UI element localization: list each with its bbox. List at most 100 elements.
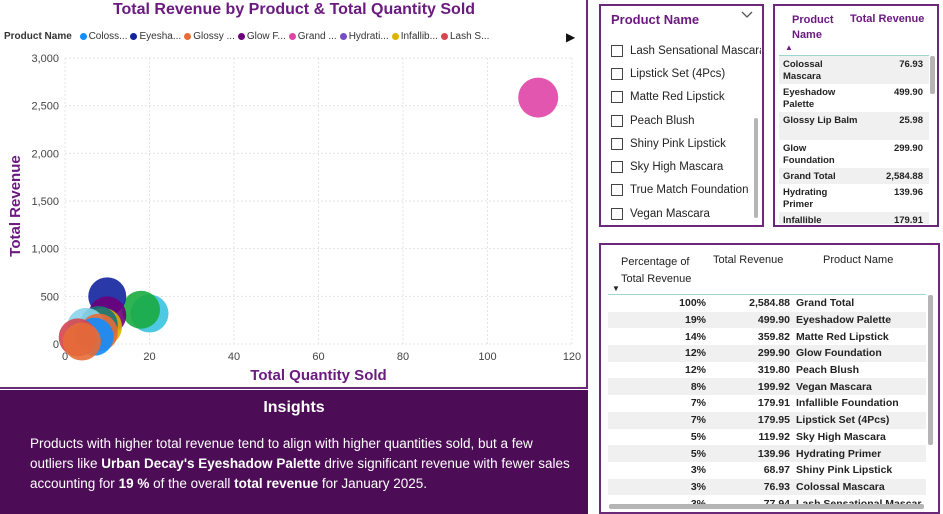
table-row[interactable]: 7% 179.95 Lipstick Set (4Pcs) (608, 411, 926, 429)
checkbox[interactable] (611, 207, 623, 220)
legend-label: Eyesha... (139, 31, 182, 42)
slicer-item[interactable]: Lipstick Set (4Pcs) (611, 62, 761, 85)
cell-total-revenue: 76.93 (763, 480, 790, 493)
legend-item[interactable]: Glossy ... (184, 31, 235, 42)
slicer-item-label: Lipstick Set (4Pcs) (630, 67, 726, 80)
table-row[interactable]: Infallible 179.91 (779, 212, 929, 224)
table-row[interactable]: Glossy Lip Balm 25.98 (779, 112, 929, 140)
slicer-scrollbar[interactable] (754, 118, 758, 218)
cell-percentage: 7% (690, 397, 706, 410)
checkbox[interactable] (611, 44, 623, 57)
table-row[interactable]: 12% 319.80 Peach Blush (608, 362, 926, 379)
legend-label: Grand ... (297, 31, 337, 42)
cell-total-revenue: 179.91 (893, 215, 923, 224)
column-header-product-name[interactable]: Product Name (823, 254, 894, 266)
cell-product-name: Infallible (783, 215, 822, 224)
cell-total-revenue: 179.95 (757, 414, 790, 427)
table-row[interactable]: 3% 68.97 Shiny Pink Lipstick (608, 462, 926, 479)
cell-percentage: 8% (690, 380, 706, 393)
legend-label: Coloss... (88, 31, 128, 42)
slicer-item[interactable]: Shiny Pink Lipstick (611, 132, 761, 155)
cell-total-revenue: 119.92 (758, 430, 790, 443)
table-row[interactable]: 12% 299.90 Glow Foundation (608, 345, 926, 362)
legend-dot-icon (339, 32, 347, 40)
checkbox[interactable] (611, 91, 623, 104)
y-tick-label: 2,000 (31, 148, 59, 160)
cell-total-revenue: 499.90 (893, 87, 923, 98)
insights-highlight: Urban Decay's Eyeshadow Palette (101, 456, 321, 471)
data-point[interactable] (62, 322, 101, 361)
table-vertical-scrollbar[interactable] (928, 295, 933, 445)
table-row[interactable]: 5% 119.92 Sky High Mascara (608, 429, 926, 446)
y-tick-label: 500 (41, 291, 59, 303)
checkbox[interactable] (611, 114, 623, 127)
table-row[interactable]: 19% 499.90 Eyeshadow Palette (608, 311, 926, 329)
slicer-item[interactable]: Vegan Mascara (611, 202, 761, 225)
cell-total-revenue: 179.91 (757, 397, 790, 410)
cell-percentage: 5% (690, 447, 706, 460)
y-tick-label: 0 (53, 339, 59, 351)
product-revenue-table: Product Name Total Revenue ▲ Colossal Ma… (773, 4, 939, 227)
table-row[interactable]: Hydrating Primer 139.96 (779, 184, 929, 212)
chevron-down-icon[interactable] (741, 9, 753, 23)
legend-title: Product Name (4, 31, 72, 42)
table-row[interactable]: 100% 2,584.88 Grand Total (608, 295, 926, 312)
table-row[interactable]: Eyeshadow Palette 499.90 (779, 84, 929, 112)
checkbox[interactable] (611, 67, 623, 80)
sort-ascending-icon[interactable]: ▲ (785, 43, 793, 52)
table-row[interactable]: 3% 76.93 Colossal Mascara (608, 478, 926, 496)
legend-item[interactable]: Hydrati... (339, 31, 389, 42)
table-header: Product Name Total Revenue ▲ (775, 6, 925, 56)
cell-product-name: Shiny Pink Lipstick (796, 464, 893, 477)
table-row[interactable]: 5% 139.96 Hydrating Primer (608, 445, 926, 462)
slicer-item[interactable]: True Match Foundation (611, 179, 761, 202)
cell-product-name: Glow Foundation (796, 347, 882, 360)
slicer-item[interactable]: Matte Red Lipstick (611, 86, 761, 109)
table-row[interactable]: 8% 199.92 Vegan Mascara (608, 378, 926, 396)
checkbox[interactable] (611, 137, 623, 150)
cell-percentage: 7% (690, 414, 706, 427)
slicer-item[interactable]: Peach Blush (611, 109, 761, 132)
table-row[interactable]: 14% 359.82 Matte Red Lipstick (608, 328, 926, 345)
data-point[interactable] (122, 290, 161, 329)
cell-total-revenue: 76.93 (899, 59, 923, 70)
column-header-total-revenue[interactable]: Total Revenue (713, 254, 784, 266)
cell-product-name: Hydrating Primer (796, 447, 882, 460)
legend-item[interactable]: Coloss... (79, 31, 128, 42)
sort-descending-icon[interactable]: ▼ (612, 284, 620, 293)
legend-item[interactable]: Eyesha... (130, 31, 181, 42)
legend-dot-icon (440, 32, 448, 40)
table-row[interactable]: Glow Foundation 299.90 (779, 140, 929, 168)
legend-item[interactable]: Lash S... (440, 31, 489, 42)
cell-product-name: Eyeshadow Palette (796, 314, 892, 327)
data-point[interactable] (518, 77, 559, 118)
checkbox[interactable] (611, 184, 623, 197)
y-tick-label: 2,500 (31, 101, 59, 113)
table-horizontal-scrollbar[interactable] (609, 504, 924, 509)
table-scrollbar[interactable] (930, 56, 935, 94)
x-tick-label: 60 (312, 351, 324, 363)
slicer-item-label: Matte Red Lipstick (630, 91, 725, 104)
table-row[interactable]: Colossal Mascara 76.93 (779, 56, 929, 84)
legend-item[interactable]: Grand ... (288, 31, 337, 42)
insights-title: Insights (263, 399, 325, 416)
column-header-percentage[interactable]: Percentage of Total Revenue (621, 256, 692, 285)
insights-text-part: Products with higher total revenue tend … (30, 436, 533, 471)
legend-item[interactable]: Glow F... (237, 31, 286, 42)
insights-text-part: for January 2025. (318, 476, 427, 491)
legend-label: Infallib... (400, 31, 438, 42)
cell-total-revenue: 139.96 (757, 447, 790, 460)
table-row[interactable]: Grand Total 2,584.88 (779, 168, 929, 184)
table-row[interactable]: 7% 179.91 Infallible Foundation (608, 395, 926, 412)
cell-product-name: Eyeshadow Palette (783, 87, 836, 110)
slicer-item[interactable]: Sky High Mascara (611, 155, 761, 178)
cell-total-revenue: 2,584.88 (886, 171, 923, 182)
cell-total-revenue: 319.80 (757, 364, 790, 377)
legend-item[interactable]: Infallib... (391, 31, 438, 42)
slicer-item[interactable]: Lash Sensational Mascara (611, 39, 761, 62)
insights-text: Products with higher total revenue tend … (30, 434, 570, 494)
column-header-total-revenue[interactable]: Total Revenue (850, 13, 925, 25)
checkbox[interactable] (611, 161, 623, 174)
legend-next-icon[interactable]: ▶ (566, 30, 576, 44)
column-header-product-name[interactable]: Product Name (792, 14, 834, 41)
